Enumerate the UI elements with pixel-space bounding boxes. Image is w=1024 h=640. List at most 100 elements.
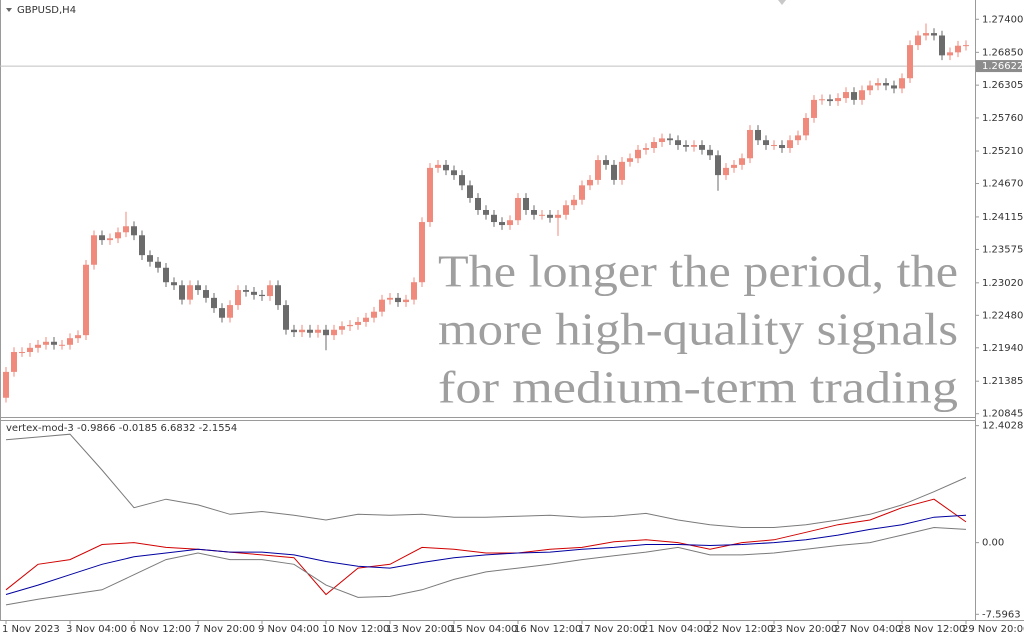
indicator-line xyxy=(5,433,967,528)
candle-body xyxy=(883,83,889,86)
candle-body xyxy=(939,35,945,56)
candle-body xyxy=(451,170,457,176)
candle-body xyxy=(19,352,25,354)
candle-body xyxy=(307,329,313,333)
candle-body xyxy=(955,45,961,53)
candle-body xyxy=(403,299,409,303)
y-tick-label: 1.26305 xyxy=(982,80,1023,91)
candle-body xyxy=(411,282,417,300)
candle-body xyxy=(155,261,161,268)
candle-body xyxy=(99,235,105,241)
candle-body xyxy=(507,220,513,226)
candle-body xyxy=(51,341,57,345)
candle-body xyxy=(147,255,153,262)
x-tick-label: 28 Nov 12:00 xyxy=(898,624,965,635)
candle-body xyxy=(435,164,441,168)
candle-body xyxy=(251,291,257,295)
indicator-line xyxy=(5,526,967,606)
candle-body xyxy=(59,344,65,346)
menu-arrow[interactable] xyxy=(6,8,12,12)
candle-body xyxy=(371,311,377,318)
candle-body xyxy=(491,214,497,223)
candle-body xyxy=(347,324,353,327)
x-tick-label: 13 Nov 20:00 xyxy=(386,624,453,635)
candle-body xyxy=(515,197,521,221)
y-tick-label: -7.5963 xyxy=(982,609,1021,620)
candle-body xyxy=(171,282,177,286)
candle-body xyxy=(531,210,537,215)
candle-body xyxy=(763,140,769,146)
candle-body xyxy=(755,129,761,141)
candle-body xyxy=(635,149,641,159)
candle-body xyxy=(931,33,937,36)
current-price-box xyxy=(976,60,1022,73)
candle-body xyxy=(563,205,569,215)
y-tick-label: 1.20845 xyxy=(982,409,1023,420)
candle-body xyxy=(691,145,697,147)
candle-body xyxy=(27,347,33,353)
candle-body xyxy=(619,161,625,180)
y-tick-label: 1.22480 xyxy=(982,310,1023,321)
indicator-line xyxy=(5,498,967,596)
candle-body xyxy=(67,338,73,345)
x-tick-label: 22 Nov 12:00 xyxy=(706,624,773,635)
candle-body xyxy=(331,329,337,336)
candle-body xyxy=(963,45,969,47)
x-tick-label: 23 Nov 20:00 xyxy=(770,624,837,635)
candle-body xyxy=(227,305,233,318)
candle-body xyxy=(907,45,913,79)
candle-body xyxy=(195,285,201,291)
candle-body xyxy=(683,145,689,147)
candle-body xyxy=(107,238,113,241)
candle-body xyxy=(419,222,425,283)
candle-body xyxy=(851,92,857,100)
candle-body xyxy=(203,290,209,298)
candle-body xyxy=(131,226,137,236)
candle-body xyxy=(827,99,833,102)
candle-body xyxy=(339,326,345,330)
candle-body xyxy=(595,160,601,180)
candle-body xyxy=(35,344,41,348)
y-tick-label: 1.21385 xyxy=(982,376,1023,387)
candle-body xyxy=(395,297,401,303)
x-tick-label: 6 Nov 12:00 xyxy=(130,624,191,635)
y-tick-label: 1.24115 xyxy=(982,212,1023,223)
overlay-text: more high-quality signals xyxy=(438,304,958,355)
candle-body xyxy=(459,175,465,186)
candle-body xyxy=(523,197,529,211)
x-tick-label: 3 Nov 04:00 xyxy=(66,624,127,635)
x-tick-label: 10 Nov 12:00 xyxy=(322,624,389,635)
candle-body xyxy=(627,158,633,162)
candle-body xyxy=(179,285,185,300)
candle-body xyxy=(723,167,729,176)
y-tick-label: 1.25210 xyxy=(982,146,1023,157)
candle-body xyxy=(355,321,361,325)
shift-marker xyxy=(778,0,786,5)
candle-body xyxy=(835,98,841,102)
candle-body xyxy=(259,294,265,297)
candle-body xyxy=(91,235,97,265)
candle-body xyxy=(163,267,169,283)
x-tick-label: 1 Nov 2023 xyxy=(2,624,60,635)
x-tick-label: 9 Nov 04:00 xyxy=(258,624,319,635)
candle-body xyxy=(483,210,489,215)
candle-body xyxy=(75,335,81,339)
candle-body xyxy=(291,329,297,333)
x-tick-label: 21 Nov 04:00 xyxy=(642,624,709,635)
candle-body xyxy=(379,299,385,312)
candle-body xyxy=(843,92,849,99)
candle-body xyxy=(699,145,705,150)
y-tick-label: 0.00 xyxy=(982,538,1004,549)
x-tick-label: 29 Nov 20:00 xyxy=(962,624,1024,635)
candle-body xyxy=(651,142,657,149)
candle-body xyxy=(747,129,753,159)
candle-body xyxy=(915,35,921,46)
candle-body xyxy=(467,185,473,198)
candle-body xyxy=(83,264,89,336)
current-price-label: 1.26622 xyxy=(982,61,1023,72)
candle-body xyxy=(363,317,369,322)
y-tick-label: 1.25760 xyxy=(982,113,1023,124)
candle-body xyxy=(387,297,393,300)
